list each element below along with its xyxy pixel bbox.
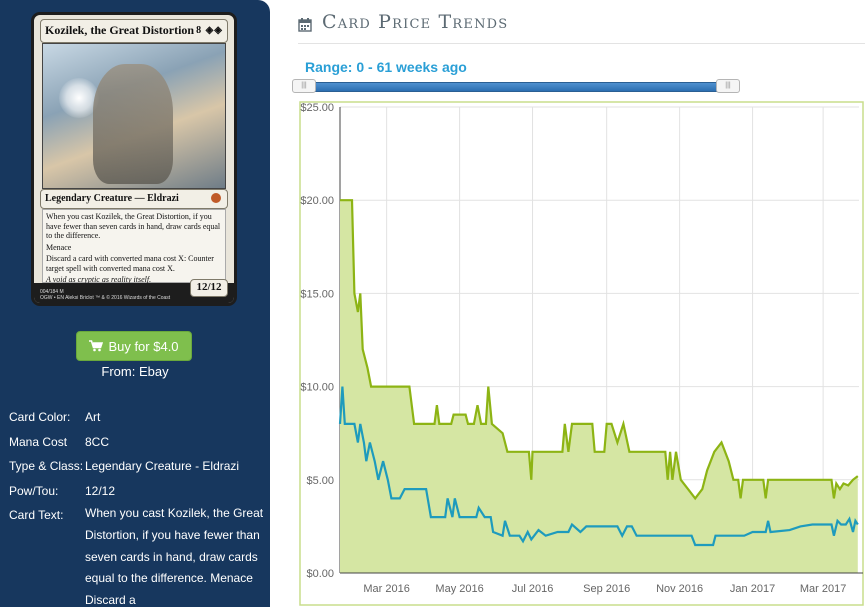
y-tick-label: $20.00 xyxy=(300,195,334,207)
buy-source: From: Ebay xyxy=(101,364,169,379)
info-label: Mana Cost xyxy=(9,434,68,449)
buy-button[interactable]: Buy for $4.0 xyxy=(76,331,192,361)
range-slider-handle-right[interactable]: ||| xyxy=(716,79,740,93)
card-type-line: Legendary Creature — Eldrazi xyxy=(45,193,179,204)
card-image: Kozilek, the Great Distortion 8 ◈◈ Legen… xyxy=(31,12,237,306)
info-value: Legendary Creature - Eldrazi xyxy=(85,459,240,473)
x-tick-label: Mar 2017 xyxy=(800,583,846,595)
info-value: 8CC xyxy=(85,434,110,449)
range-slider-handle-left[interactable]: ||| xyxy=(292,79,316,93)
info-row-color: Card Color: Art xyxy=(9,405,264,430)
art-figure xyxy=(93,64,173,184)
card-rule: Menace xyxy=(46,242,72,252)
card-art xyxy=(42,43,226,189)
card-frame-bottom: 004/184 M OGW • EN Aleksi Briclot ™ & © … xyxy=(34,283,234,303)
page-title: Card Price Trends xyxy=(322,11,509,33)
x-tick-label: Jan 2017 xyxy=(730,583,775,595)
card-name-bar: Kozilek, the Great Distortion 8 ◈◈ xyxy=(40,19,228,43)
info-value: Art xyxy=(85,410,101,424)
x-tick-label: Jul 2016 xyxy=(512,583,554,595)
series-line xyxy=(338,386,859,547)
info-label: Type & Class: xyxy=(9,459,84,473)
y-tick-label: $25.00 xyxy=(300,102,334,114)
x-tick-label: Mar 2016 xyxy=(363,583,409,595)
card-power-toughness: 12/12 xyxy=(190,279,228,297)
series-line xyxy=(340,199,859,501)
x-tick-label: Sep 2016 xyxy=(583,583,630,595)
art-glow xyxy=(59,78,99,118)
info-value: When you cast Kozilek, the Great Distort… xyxy=(85,506,264,608)
card-type-bar: Legendary Creature — Eldrazi xyxy=(40,189,228,209)
shopping-cart-icon xyxy=(89,333,104,362)
y-tick-label: $5.00 xyxy=(306,475,334,487)
range-label: Range: 0 - 61 weeks ago xyxy=(305,59,467,75)
card-rules-box: When you cast Kozilek, the Great Distort… xyxy=(42,209,226,284)
card-flavor: A void as cryptic as reality itself. xyxy=(46,275,152,284)
calendar-icon xyxy=(298,18,312,37)
range-slider[interactable] xyxy=(304,82,731,92)
info-row-type: Type & Class: Legendary Creature - Eldra… xyxy=(9,454,264,479)
series-area-fill xyxy=(340,200,858,573)
x-tick-label: May 2016 xyxy=(435,583,483,595)
buy-button-label: Buy for $4.0 xyxy=(108,339,179,354)
card-footer: 004/184 M OGW • EN Aleksi Briclot ™ & © … xyxy=(40,289,188,301)
x-tick-label: Nov 2016 xyxy=(656,583,703,595)
card-rule: When you cast Kozilek, the Great Distort… xyxy=(46,212,221,240)
info-row-text: Card Text: When you cast Kozilek, the Gr… xyxy=(9,503,264,612)
divider xyxy=(298,43,865,44)
card-name: Kozilek, the Great Distortion xyxy=(45,23,195,37)
info-label: Pow/Tou: xyxy=(9,483,59,498)
y-tick-label: $10.00 xyxy=(300,382,334,394)
set-symbol-icon xyxy=(211,193,221,203)
y-tick-label: $15.00 xyxy=(300,288,334,300)
info-value: 12/12 xyxy=(85,483,116,498)
info-row-mana: Mana Cost 8CC xyxy=(9,430,264,455)
sidebar: Kozilek, the Great Distortion 8 ◈◈ Legen… xyxy=(0,0,270,607)
card-rule: Discard a card with converted mana cost … xyxy=(46,254,214,273)
card-collector: 004/184 M xyxy=(40,289,64,295)
info-row-pt: Pow/Tou: 12/12 xyxy=(9,479,264,504)
card-mana-cost: 8 ◈◈ xyxy=(196,25,223,36)
card-credits: OGW • EN Aleksi Briclot ™ & © 2016 Wizar… xyxy=(40,295,171,301)
card-info: Card Color: Art Mana Cost 8CC Type & Cla… xyxy=(9,405,264,612)
info-label: Card Text: xyxy=(9,508,64,522)
price-chart: $0.00 $5.00 $10.00 $15.00 $20.00 $25.00 Mar 20… xyxy=(299,101,864,606)
info-label: Card Color: xyxy=(9,410,71,424)
y-tick-label: $0.00 xyxy=(306,568,334,580)
